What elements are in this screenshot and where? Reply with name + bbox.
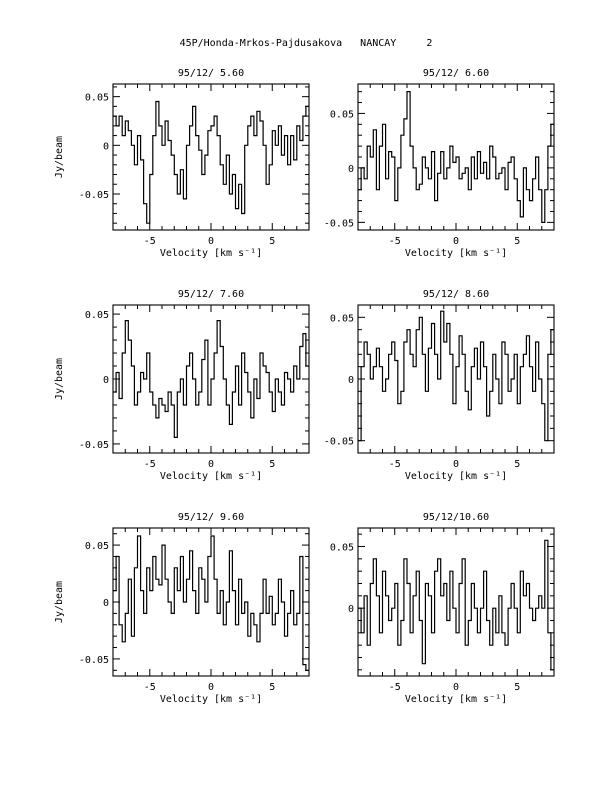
- panel-title: 95/12/ 9.60: [178, 512, 244, 523]
- spectrum-line: [358, 539, 554, 671]
- x-tick-label: -5: [389, 459, 401, 470]
- y-tick-label: -0.05: [79, 190, 109, 201]
- x-axis-label: Velocity [km s⁻¹]: [405, 694, 507, 705]
- x-tick-label: 5: [269, 682, 275, 693]
- spectrum-panel-5: 95/12/ 9.60 -5 0 5 0.05 0 -0.05 Velocity [km s⁻…: [54, 512, 310, 705]
- panel-title: 95/12/ 7.60: [178, 289, 244, 300]
- spectrum-line: [358, 91, 554, 223]
- spectrum-panel-4: 95/12/ 8.60 -5 0 5 0.05 0 -0.05 Velocity [km s⁻…: [324, 289, 555, 482]
- x-tick-label: 5: [269, 459, 275, 470]
- y-tick-label: 0.05: [330, 109, 354, 120]
- spectrum-line: [113, 320, 309, 438]
- y-tick-label: -0.05: [324, 437, 354, 448]
- x-tick-label: 0: [208, 682, 214, 693]
- y-tick-label: 0: [103, 598, 109, 609]
- y-tick-label: 0: [348, 375, 354, 386]
- x-tick-label: -5: [144, 236, 156, 247]
- y-tick-label: -0.05: [79, 440, 109, 451]
- x-tick-label: 0: [453, 459, 459, 470]
- y-tick-label: 0: [348, 604, 354, 615]
- x-tick-label: -5: [389, 236, 401, 247]
- y-tick-label: -0.05: [324, 218, 354, 229]
- y-axis-label: Jy/beam: [54, 358, 65, 400]
- panel-title: 95/12/ 5.60: [178, 68, 244, 79]
- y-tick-label: 0.05: [85, 541, 109, 552]
- y-tick-label: 0: [103, 141, 109, 152]
- x-tick-label: 5: [514, 682, 520, 693]
- x-tick-label: 5: [514, 459, 520, 470]
- x-axis-label: Velocity [km s⁻¹]: [160, 694, 262, 705]
- y-tick-label: 0.05: [85, 93, 109, 104]
- y-tick-label: 0: [103, 375, 109, 386]
- panel-title: 95/12/10.60: [423, 512, 489, 523]
- x-axis-label: Velocity [km s⁻¹]: [160, 248, 262, 259]
- spectrum-line: [113, 100, 309, 224]
- x-axis-label: Velocity [km s⁻¹]: [405, 471, 507, 482]
- x-tick-label: 5: [514, 236, 520, 247]
- spectrum-panel-2: 95/12/ 6.60 -5 0 5 0.05 0 -0.05 Velocity [km s⁻…: [324, 68, 555, 259]
- x-tick-label: -5: [144, 459, 156, 470]
- x-tick-label: 0: [208, 236, 214, 247]
- spectrum-line: [113, 535, 309, 671]
- x-axis-label: Velocity [km s⁻¹]: [405, 248, 507, 259]
- y-axis-label: Jy/beam: [54, 136, 65, 178]
- y-tick-label: 0: [348, 164, 354, 175]
- spectrum-panel-1: 95/12/ 5.60 -5 0 5 0.05 0 -0.05 Velocity [km s⁻…: [54, 68, 310, 259]
- y-tick-label: 0.05: [85, 310, 109, 321]
- x-tick-label: -5: [144, 682, 156, 693]
- y-tick-label: 0.05: [330, 313, 354, 324]
- x-tick-label: 0: [453, 236, 459, 247]
- panel-title: 95/12/ 8.60: [423, 289, 489, 300]
- panel-frame: [112, 83, 310, 231]
- y-tick-label: 0.05: [330, 543, 354, 554]
- y-axis-label: Jy/beam: [54, 581, 65, 623]
- y-tick-label: -0.05: [79, 655, 109, 666]
- panel-title: 95/12/ 6.60: [423, 68, 489, 79]
- page-title: 45P/Honda-Mrkos-Pajdusakova NANCAY 2: [179, 38, 433, 49]
- x-tick-label: 0: [453, 682, 459, 693]
- spectrum-panel-3: 95/12/ 7.60 -5 0 5 0.05 0 -0.05 Velocity [km s⁻…: [54, 289, 310, 482]
- panel-frame: [357, 527, 555, 677]
- x-tick-label: -5: [389, 682, 401, 693]
- x-tick-label: 5: [269, 236, 275, 247]
- x-tick-label: 0: [208, 459, 214, 470]
- spectrum-line: [358, 310, 554, 442]
- x-axis-label: Velocity [km s⁻¹]: [160, 471, 262, 482]
